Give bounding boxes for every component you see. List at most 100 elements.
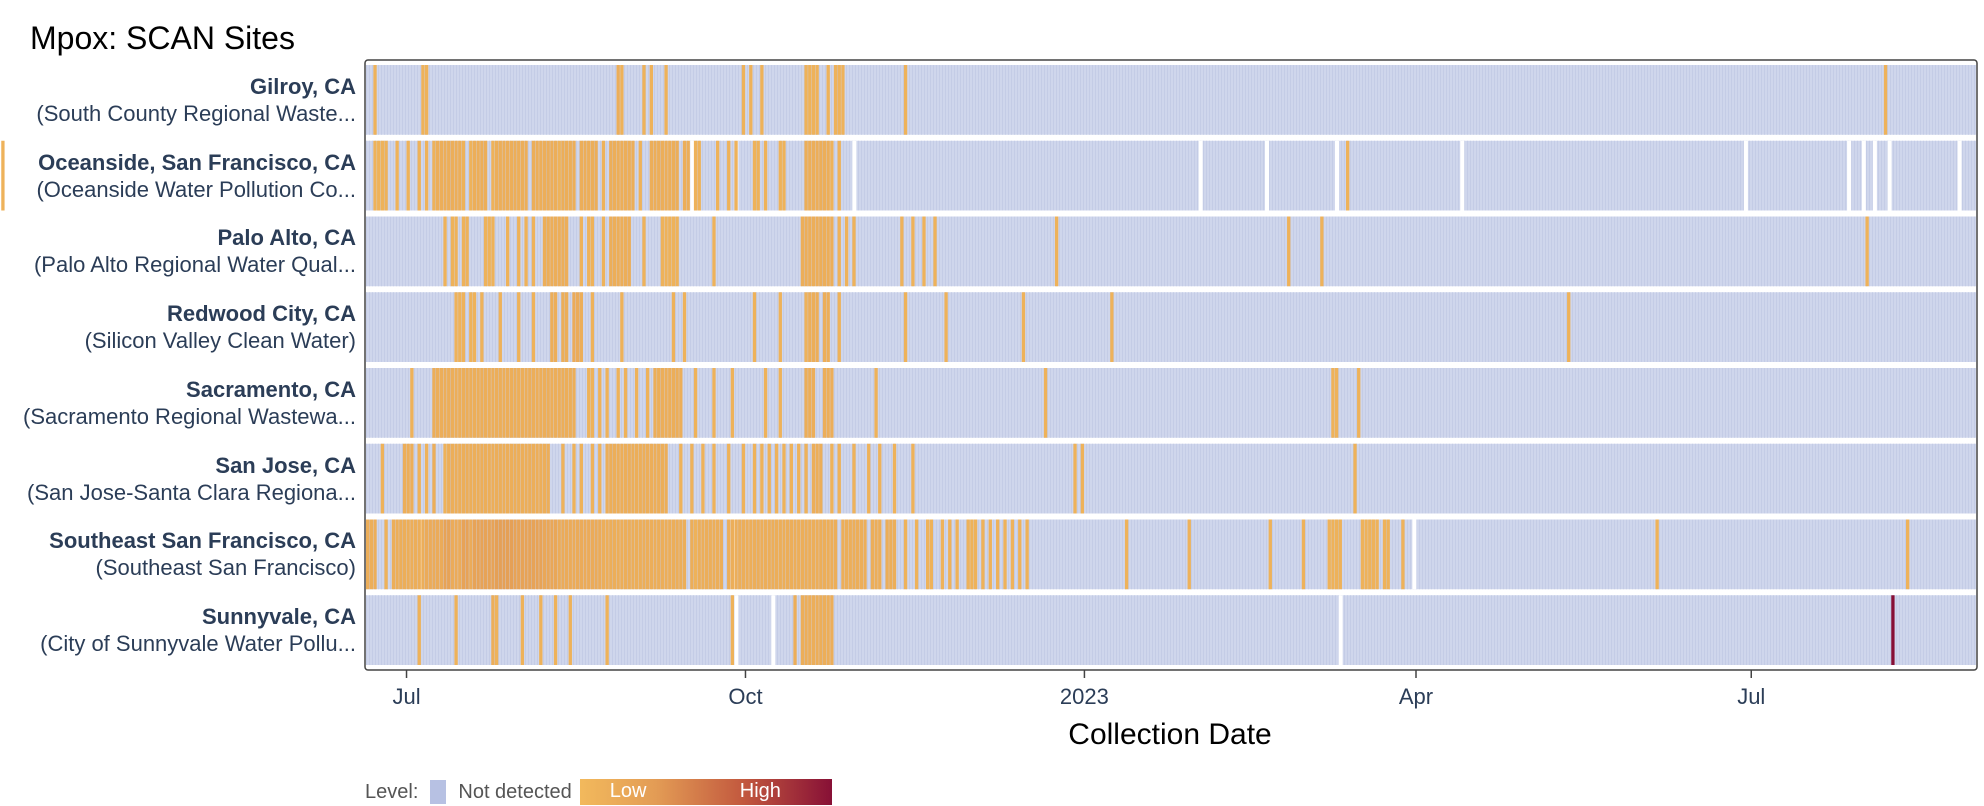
detection-cell: [480, 140, 484, 211]
detection-cell: [476, 519, 480, 590]
detection-cell: [1010, 519, 1015, 590]
detection-cell: [833, 519, 838, 590]
detection-cell: [712, 519, 716, 590]
detection-cell: [620, 292, 624, 362]
detection-cell: [638, 519, 642, 590]
detection-cell: [410, 368, 414, 438]
detection-cell: [763, 519, 768, 590]
detection-cell: [546, 216, 550, 287]
detection-cell: [553, 292, 558, 362]
x-axis-label: Collection Date: [1068, 718, 1272, 751]
detection-cell: [774, 519, 779, 590]
detection-cell: [454, 595, 458, 665]
detection-cell: [1287, 216, 1291, 287]
detection-cell: [638, 140, 642, 211]
detection-cell: [366, 519, 370, 590]
detection-cell: [564, 216, 569, 287]
detection-cell: [638, 443, 642, 514]
detection-cell: [664, 140, 668, 211]
site-name: Southeast San Francisco, CA: [49, 528, 356, 554]
detection-cell: [671, 292, 676, 362]
detection-cell: [502, 368, 506, 438]
detection-cell: [782, 519, 786, 590]
detection-cell: [528, 519, 532, 590]
detection-cell: [634, 368, 639, 438]
detection-cell: [752, 443, 757, 514]
detection-cell: [579, 292, 583, 362]
detection-cell: [528, 368, 532, 438]
detection-cell: [752, 292, 757, 362]
detection-cell: [402, 519, 407, 590]
detection-cell: [745, 519, 749, 590]
missing-sample: [1338, 595, 1343, 665]
site-label: Southeast San Francisco, CA (Southeast Sa…: [0, 527, 356, 581]
detection-cell: [506, 140, 510, 211]
detection-cell: [712, 216, 716, 287]
site-label: Sacramento, CA (Sacramento Regional Waste…: [0, 376, 356, 430]
detection-cell: [568, 140, 572, 211]
detection-cell: [609, 519, 613, 590]
detection-cell: [833, 65, 838, 135]
detection-cell: [1, 140, 5, 211]
detection-cell: [458, 368, 462, 438]
detection-cell: [605, 519, 609, 590]
detection-cell: [535, 140, 539, 211]
detection-cell: [1655, 519, 1659, 590]
detection-cell: [826, 216, 830, 287]
detection-cell: [760, 443, 764, 514]
detection-cell: [867, 443, 871, 514]
detection-cell: [830, 595, 834, 665]
missing-sample: [690, 140, 695, 211]
detection-cell: [1906, 519, 1910, 590]
missing-sample: [1957, 140, 1962, 211]
detection-cell: [837, 65, 841, 135]
detection-cell: [837, 140, 841, 211]
detection-cell: [660, 519, 665, 590]
detection-cell: [786, 519, 790, 590]
detection-cell: [480, 292, 484, 362]
detection-cell: [450, 443, 455, 514]
detection-cell: [461, 368, 466, 438]
detection-cell: [616, 216, 620, 287]
detection-cell: [572, 292, 576, 362]
detection-cell: [553, 368, 558, 438]
detection-cell: [483, 140, 488, 211]
detection-cell: [517, 368, 521, 438]
detection-cell: [450, 368, 455, 438]
detection-cell: [491, 140, 495, 211]
detection-cell: [1327, 519, 1331, 590]
detection-cell: [988, 519, 992, 590]
detection-cell: [513, 443, 517, 514]
detection-cell: [1331, 368, 1335, 438]
detection-cell: [793, 595, 797, 665]
detection-cell: [815, 216, 819, 287]
detection-cell: [461, 140, 466, 211]
detection-cell: [564, 519, 569, 590]
detection-cell: [767, 519, 771, 590]
detection-cell: [553, 519, 558, 590]
detection-cell: [841, 65, 845, 135]
detection-cell: [808, 216, 812, 287]
detection-cell: [491, 368, 495, 438]
detection-cell: [671, 519, 676, 590]
detection-cell: [572, 443, 576, 514]
detection-cell: [561, 216, 565, 287]
site-name: Palo Alto, CA: [217, 225, 356, 251]
detection-cell: [631, 519, 635, 590]
detection-cell: [929, 519, 933, 590]
detection-cell: [520, 519, 525, 590]
detection-cell: [494, 595, 499, 665]
detection-cell: [701, 443, 705, 514]
detection-cell: [826, 140, 830, 211]
detection-cell: [1021, 292, 1026, 362]
detection-cell: [844, 216, 849, 287]
detection-cell: [727, 443, 731, 514]
detection-cell: [506, 216, 510, 287]
detection-cell: [870, 519, 875, 590]
detection-cell: [461, 443, 466, 514]
detection-cell: [830, 519, 834, 590]
detection-cell: [727, 140, 731, 211]
detection-cell: [763, 368, 768, 438]
detection-cell: [690, 519, 694, 590]
detection-cell: [561, 292, 565, 362]
